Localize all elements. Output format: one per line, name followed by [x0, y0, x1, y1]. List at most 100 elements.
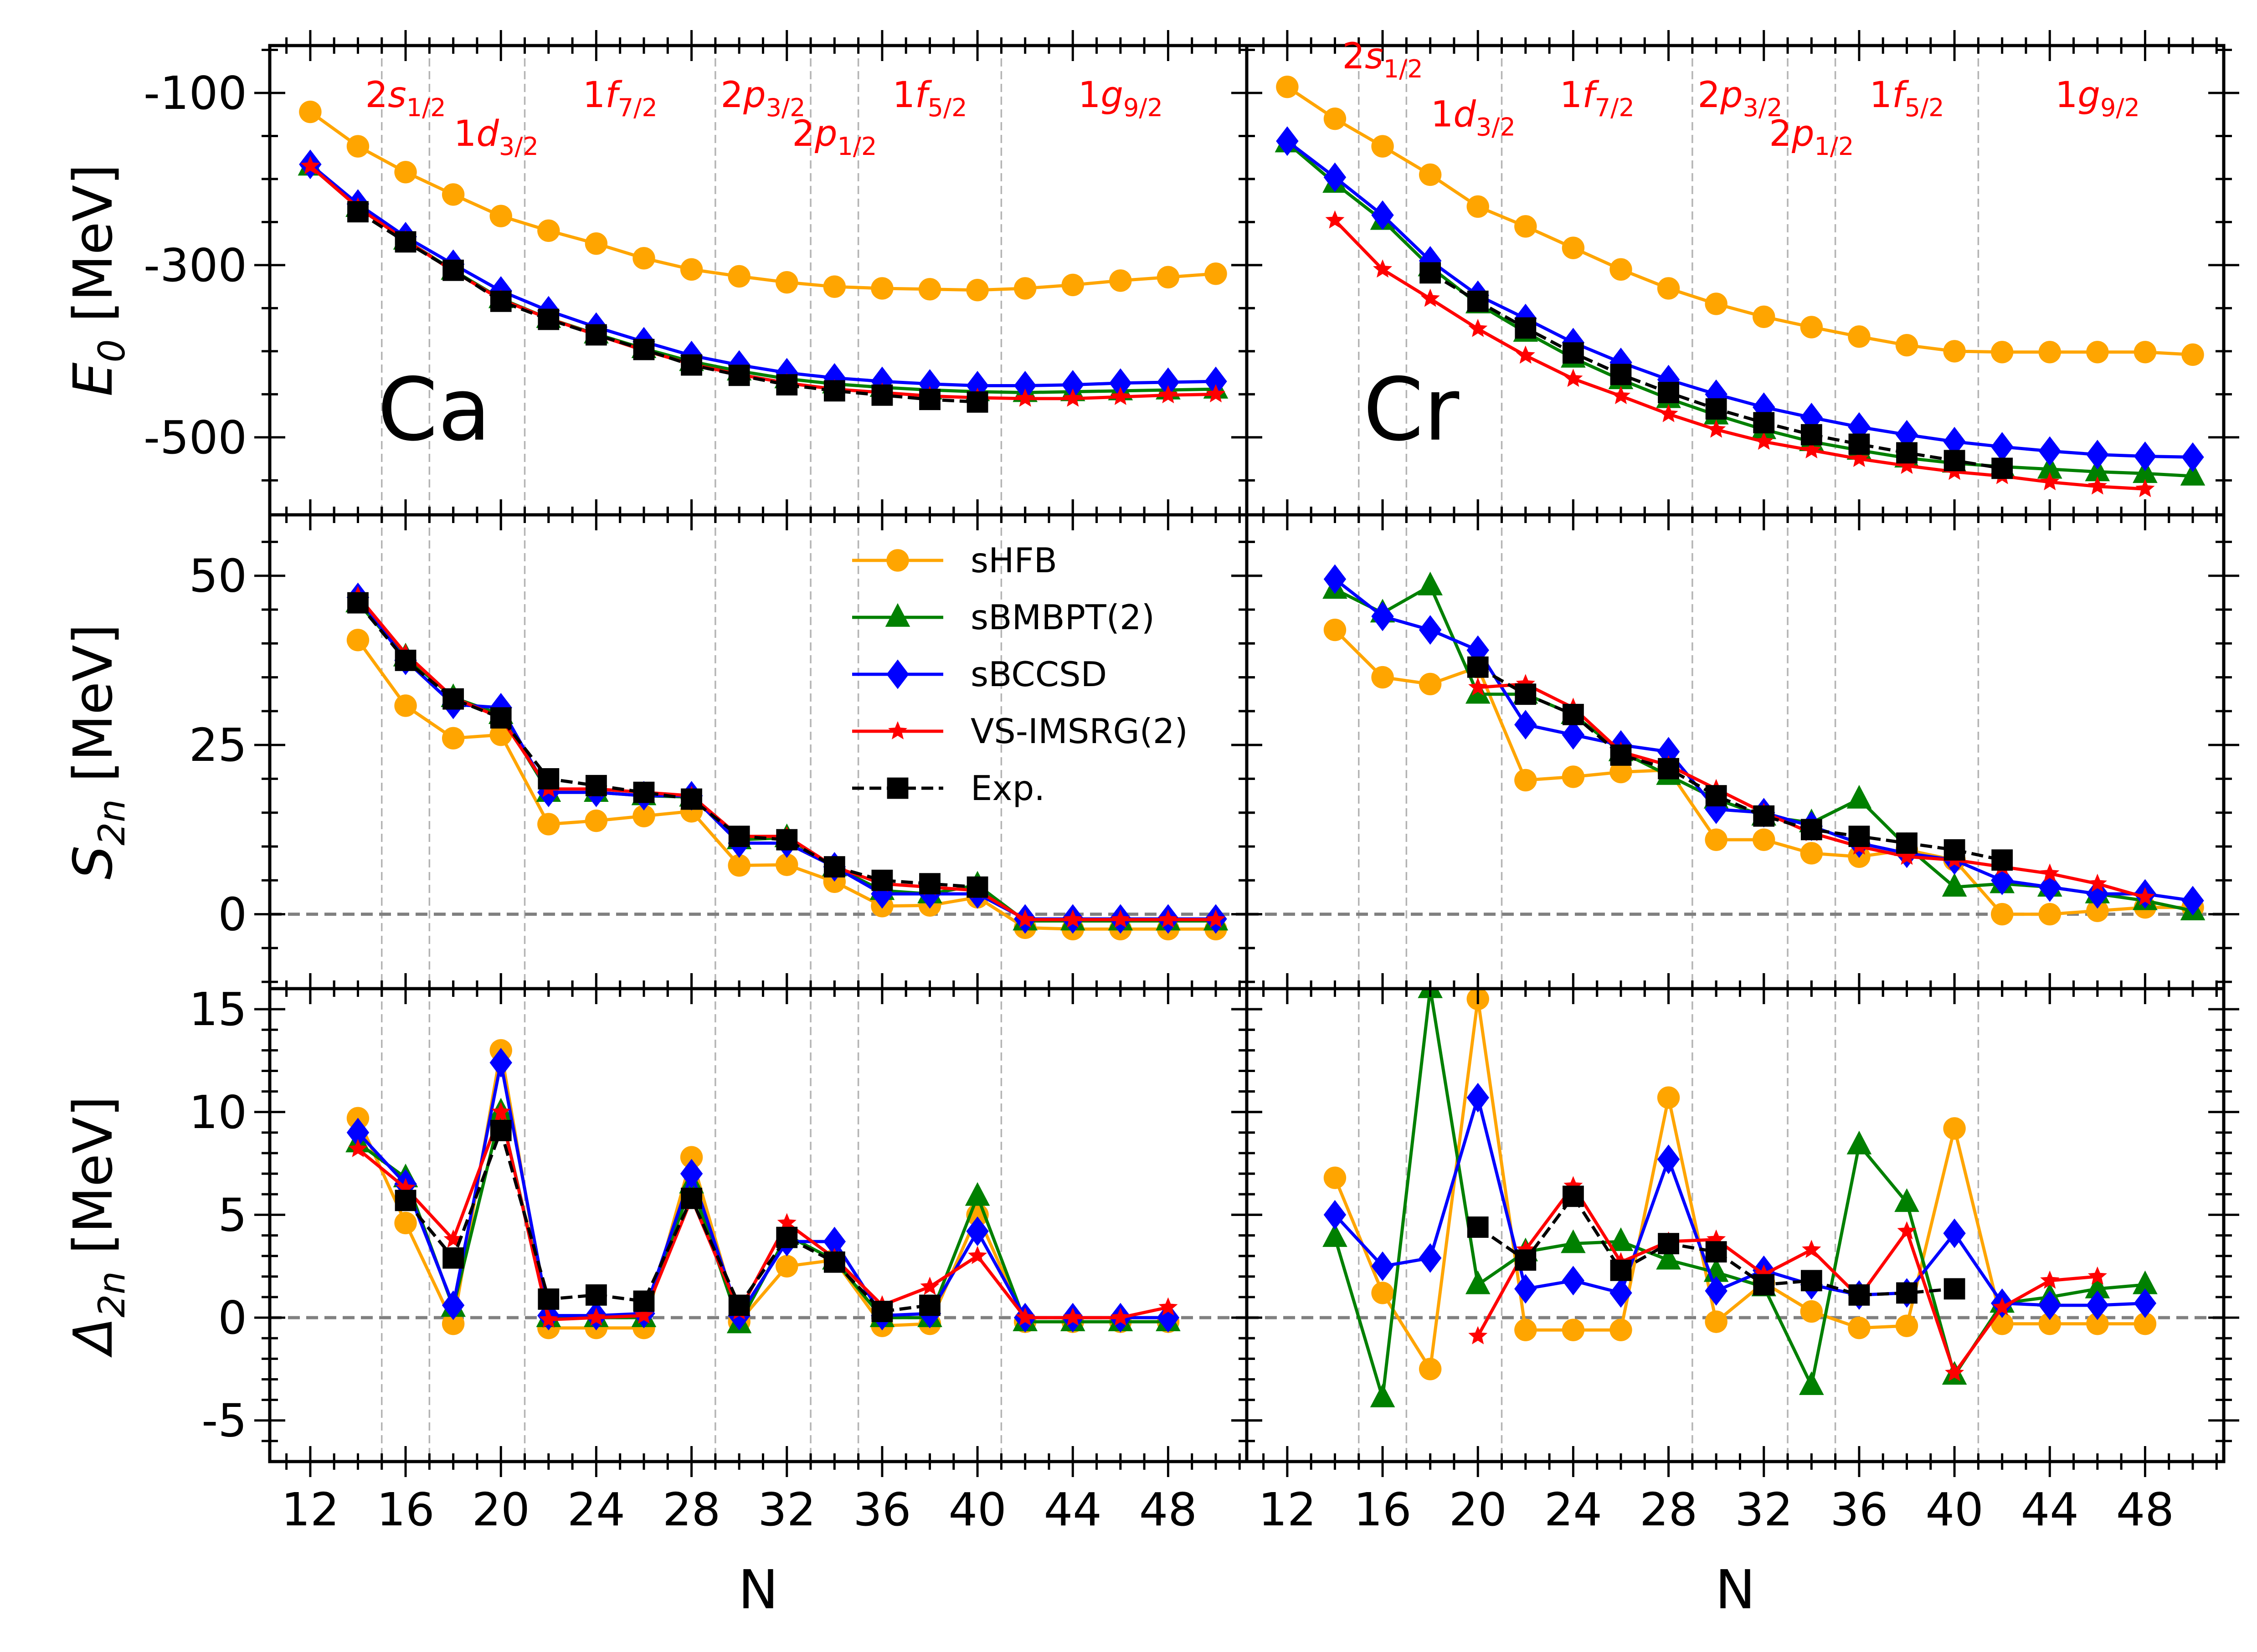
- data-point-exp: [633, 339, 655, 360]
- data-point-exp: [1658, 382, 1679, 404]
- legend-marker: [886, 659, 909, 689]
- data-point-shfb: [918, 278, 941, 301]
- series-line-exp: [404, 1129, 930, 1313]
- data-point-shfb: [2038, 341, 2061, 364]
- y-axis-label-e0: E0 [MeV]: [62, 164, 133, 396]
- data-point-exp: [1943, 1278, 1965, 1300]
- data-point-exp: [967, 391, 988, 413]
- data-point-shfb: [1204, 262, 1227, 285]
- data-point-vs-imsrg-2: [968, 1246, 987, 1264]
- data-point-sbccsd: [2038, 1290, 2061, 1320]
- data-point-shfb: [632, 247, 655, 270]
- x-tick-label: 40: [1925, 1483, 1983, 1536]
- shell-label: 1d3/2: [1431, 94, 1516, 142]
- y-axis-label-s2n: S2n [MeV]: [62, 624, 133, 879]
- data-point-vs-imsrg-2: [1707, 419, 1726, 438]
- y-tick-label: -100: [144, 67, 247, 120]
- data-point-vs-imsrg-2: [1516, 345, 1535, 364]
- data-point-exp: [1848, 826, 1870, 847]
- data-point-exp: [1896, 1282, 1918, 1304]
- data-point-shfb: [537, 813, 560, 836]
- data-point-exp: [728, 826, 750, 847]
- data-point-exp: [1610, 744, 1632, 766]
- data-point-shfb: [1609, 1319, 1632, 1341]
- shell-label: 1g9/2: [1078, 75, 1163, 122]
- data-point-sbmbpt-2: [1799, 1371, 1824, 1395]
- data-point-sbmbpt-2: [1846, 785, 1872, 809]
- data-point-shfb: [680, 1146, 703, 1169]
- data-point-exp: [1896, 442, 1918, 464]
- data-point-shfb: [776, 1255, 798, 1277]
- data-point-sbccsd: [1323, 564, 1347, 594]
- shell-label: 2p3/2: [1697, 75, 1782, 122]
- data-point-vs-imsrg-2: [1063, 388, 1083, 407]
- data-point-vs-imsrg-2: [2040, 472, 2060, 491]
- data-point-vs-imsrg-2: [1659, 404, 1678, 422]
- x-tick-label: 12: [281, 1483, 339, 1536]
- x-tick-label: 32: [758, 1483, 816, 1536]
- data-point-sbccsd: [1705, 1276, 1727, 1306]
- data-point-shfb: [2086, 341, 2109, 364]
- data-point-shfb: [1514, 769, 1537, 792]
- data-point-sbmbpt-2: [2037, 455, 2062, 479]
- data-point-shfb: [1990, 903, 2014, 926]
- data-point-shfb: [1848, 1316, 1871, 1339]
- data-point-exp: [919, 389, 941, 410]
- series-group: [1322, 989, 2158, 1407]
- y-tick-label: -500: [144, 411, 247, 464]
- data-point-shfb: [1419, 163, 1442, 186]
- data-point-sbmbpt-2: [1322, 1223, 1347, 1247]
- panel-frame: [1245, 513, 2226, 990]
- data-point-shfb: [1562, 236, 1585, 259]
- data-point-shfb: [1895, 333, 1918, 357]
- data-point-sbccsd: [1943, 1218, 1966, 1248]
- data-point-sbccsd: [489, 1047, 512, 1077]
- data-point-vs-imsrg-2: [1897, 456, 1917, 474]
- data-point-shfb: [537, 219, 560, 242]
- data-point-exp: [871, 869, 893, 891]
- data-point-sbccsd: [966, 1216, 989, 1247]
- data-point-sbccsd: [1562, 1266, 1585, 1296]
- data-point-exp: [490, 1120, 512, 1141]
- legend-label: Exp.: [971, 768, 1045, 808]
- data-point-exp: [681, 1187, 702, 1209]
- data-point-exp: [1800, 819, 1822, 841]
- data-point-vs-imsrg-2: [1158, 385, 1178, 404]
- data-point-vs-imsrg-2: [586, 1308, 606, 1326]
- data-point-sbmbpt-2: [1561, 1229, 1586, 1253]
- data-point-exp: [1848, 1284, 1870, 1306]
- data-point-exp: [1658, 1233, 1679, 1255]
- data-point-shfb: [1157, 266, 1180, 289]
- data-point-exp: [1943, 450, 1965, 472]
- series-group: [1322, 564, 2206, 926]
- data-point-shfb: [1990, 1312, 2014, 1335]
- legend-label: sBMBPT(2): [971, 597, 1155, 637]
- data-point-shfb: [442, 183, 465, 206]
- data-point-exp: [1753, 1274, 1775, 1296]
- data-point-shfb: [1514, 1319, 1537, 1341]
- data-point-exp: [871, 1301, 893, 1322]
- data-point-shfb: [346, 629, 370, 652]
- x-tick-label: 40: [948, 1483, 1006, 1536]
- series-line-shfb: [1334, 629, 2193, 916]
- y-tick-label: 0: [218, 888, 247, 941]
- data-point-exp: [538, 1288, 560, 1310]
- series-line-exp: [1477, 666, 2003, 862]
- data-point-exp: [1848, 433, 1870, 455]
- data-point-sbccsd: [2086, 1290, 2109, 1320]
- series-line-shfb: [1286, 85, 2193, 356]
- data-point-shfb: [1371, 1282, 1394, 1304]
- legend-label: sHFB: [971, 540, 1057, 580]
- data-point-sbmbpt-2: [1894, 1188, 1919, 1212]
- data-point-shfb: [1990, 341, 2014, 364]
- panel-ca-d2n: -5 0 5 10 15 12 16 20 24 28 32 36 40 44 48: [189, 973, 1262, 1536]
- data-point-vs-imsrg-2: [1111, 909, 1130, 928]
- data-point-sbccsd: [1109, 368, 1132, 398]
- data-point-shfb: [2086, 1312, 2109, 1335]
- data-point-shfb: [1323, 618, 1347, 641]
- data-point-vs-imsrg-2: [1992, 1297, 2012, 1316]
- series-group: [1275, 76, 2206, 498]
- series-line-sbccsd: [1334, 578, 2193, 903]
- data-point-shfb: [728, 854, 751, 877]
